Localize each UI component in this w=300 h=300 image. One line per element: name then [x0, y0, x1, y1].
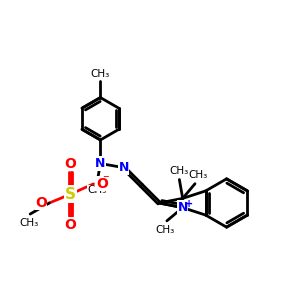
Text: CH₃: CH₃ [19, 218, 38, 228]
Text: CH₃: CH₃ [87, 185, 107, 195]
Text: S: S [65, 187, 76, 202]
Text: O: O [96, 177, 108, 191]
Text: CH₃: CH₃ [170, 166, 189, 176]
Text: O: O [64, 218, 76, 232]
Text: O: O [35, 196, 47, 210]
Text: +: + [185, 199, 193, 209]
Text: N: N [178, 201, 188, 214]
Text: CH₃: CH₃ [91, 69, 110, 79]
Text: N: N [95, 157, 106, 170]
Text: CH₃: CH₃ [188, 170, 208, 180]
Text: ⁻: ⁻ [103, 173, 109, 186]
Text: N: N [118, 161, 129, 174]
Text: O: O [64, 157, 76, 171]
Text: CH₃: CH₃ [156, 225, 175, 235]
